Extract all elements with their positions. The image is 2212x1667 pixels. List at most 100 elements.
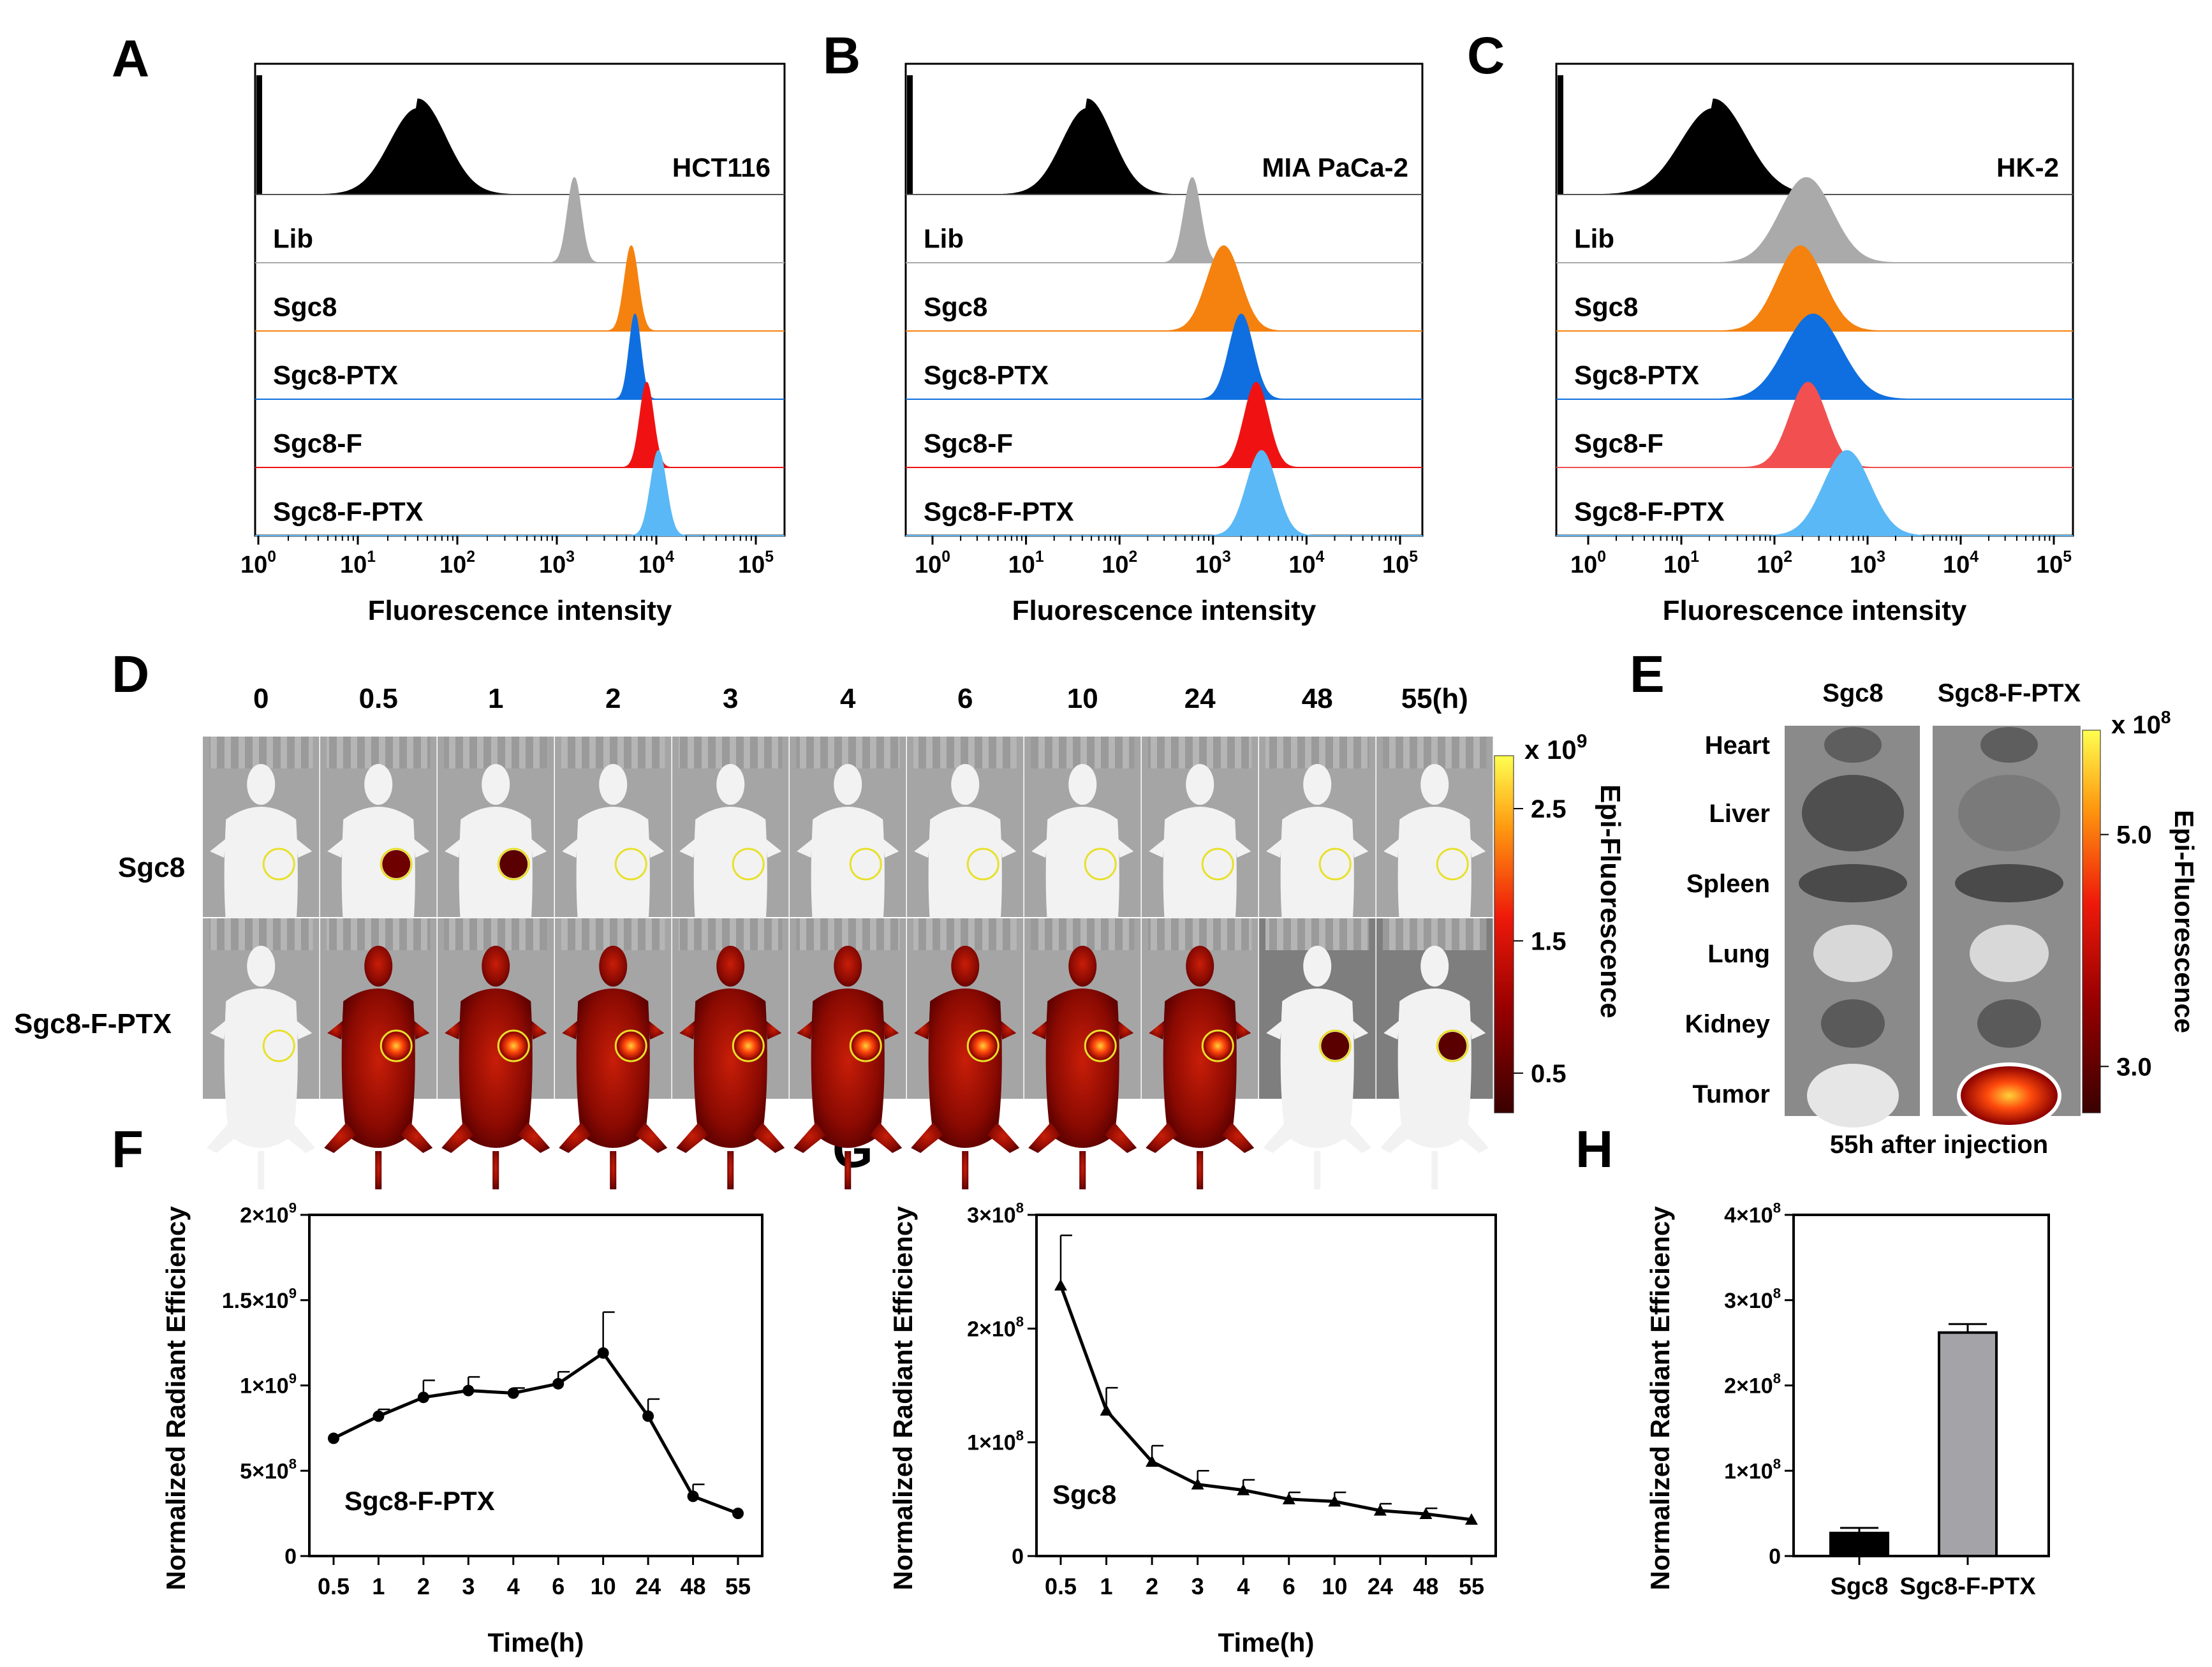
mouse-sgc8-f-ptx-48 xyxy=(1263,946,1372,1189)
x-tick-label-0: 100 xyxy=(1570,548,1606,578)
mouse-head xyxy=(1186,946,1214,987)
tumor-roi-circle xyxy=(614,1029,647,1062)
y-tick-label-1: 1×108 xyxy=(967,1427,1024,1455)
mouse-sgc8-f-ptx-6 xyxy=(911,946,1020,1189)
mouse-arm xyxy=(413,839,430,858)
x-axis-label: Fluorescence intensity xyxy=(1012,595,1316,626)
x-tick-label-3: 3 xyxy=(462,1573,475,1599)
y-tick-label-0: 0 xyxy=(1012,1545,1024,1569)
mouse-arm xyxy=(1117,839,1134,858)
organ-label-lung: Lung xyxy=(1707,940,1770,968)
x-tick-label-4: 4 xyxy=(1237,1573,1250,1599)
mouse-sgc8-f-ptx-0-5 xyxy=(324,946,433,1189)
organ-col-sgc8: Sgc8 xyxy=(1822,679,1884,707)
mouse-head xyxy=(834,764,862,805)
colorbar-e-tick-label: 3.0 xyxy=(2116,1053,2152,1081)
panel-letter-H: H xyxy=(1575,1120,1613,1179)
tumor-roi-circle xyxy=(966,1029,999,1062)
mouse-tail xyxy=(962,1151,969,1189)
colorbar-e-gradient xyxy=(2082,730,2101,1113)
imaging-tile-grid xyxy=(1383,918,1487,950)
panel-letter-E: E xyxy=(1630,645,1665,703)
histogram-peak-control xyxy=(306,98,530,195)
histogram-label-sgc8-ptx: Sgc8-PTX xyxy=(924,360,1049,390)
mouse-leg xyxy=(635,1122,668,1153)
tumor-signal xyxy=(1204,1032,1232,1060)
mouse-body xyxy=(459,988,533,1148)
timepoint-48: 48 xyxy=(1302,683,1333,714)
mouse-arm xyxy=(531,839,547,858)
mouse-arm xyxy=(1352,1020,1369,1039)
mouse-arm xyxy=(296,839,313,858)
x-tick-label-2: 2 xyxy=(1146,1573,1158,1599)
histogram-label-lib: Lib xyxy=(1574,223,1614,253)
x-tick-label-5: 105 xyxy=(2036,548,2072,578)
data-point-48 xyxy=(687,1490,699,1502)
tumor-signal xyxy=(969,1032,998,1060)
x-tick-label-3: 3 xyxy=(1191,1573,1204,1599)
imaging-tile-grid xyxy=(1031,918,1135,950)
x-tick-label-55: 55 xyxy=(725,1573,751,1599)
histogram-label-sgc8-f: Sgc8-F xyxy=(924,428,1013,458)
mouse-body xyxy=(693,988,767,1148)
data-point-3 xyxy=(462,1384,475,1397)
series-line xyxy=(332,1351,739,1515)
x-tick-label-2: 102 xyxy=(1102,548,1137,578)
histogram-label-sgc8-f-ptx: Sgc8-F-PTX xyxy=(1574,496,1725,526)
x-tick-label-24: 24 xyxy=(1368,1573,1393,1599)
mouse-tail xyxy=(1197,1151,1204,1189)
histogram-label-sgc8-f: Sgc8-F xyxy=(1574,428,1663,458)
mouse-head xyxy=(1068,946,1097,987)
data-point-0-5 xyxy=(1054,1279,1067,1291)
organ-lung-sgc8-f-ptx xyxy=(1970,925,2049,982)
mouse-sgc8-f-ptx-1 xyxy=(441,946,550,1189)
imaging-tile-grid xyxy=(561,918,665,950)
organ-col-sgc8-f-ptx: Sgc8-F-PTX xyxy=(1938,679,2081,707)
colorbar-d-label: Epi-Fluorescence xyxy=(1595,784,1626,1018)
data-point-24 xyxy=(1373,1504,1387,1516)
mouse-tail xyxy=(610,1151,617,1189)
bar-sgc8 xyxy=(1829,1531,1889,1557)
imaging-tile-grid xyxy=(796,918,900,950)
imaging-tile-grid xyxy=(796,737,900,768)
tumor-roi-circle xyxy=(1201,1029,1234,1062)
tumor-roi-circle xyxy=(262,848,295,881)
mouse-body xyxy=(1045,988,1119,1148)
mouse-leg xyxy=(283,1122,316,1153)
x-tick-label-3: 103 xyxy=(539,548,575,578)
mouse-arm xyxy=(210,1020,226,1039)
mouse-head xyxy=(247,764,276,805)
mouse-leg xyxy=(1339,1122,1372,1153)
organ-heart-sgc8 xyxy=(1824,727,1882,763)
mouse-arm xyxy=(679,839,696,858)
imaging-tile-grid xyxy=(913,737,1017,768)
x-tick-label-1: 1 xyxy=(372,1573,385,1599)
tumor-signal xyxy=(852,1032,880,1060)
x-tick-label-10: 10 xyxy=(591,1573,616,1599)
organ-label-heart: Heart xyxy=(1705,731,1770,760)
imaging-tile-grid xyxy=(444,918,548,950)
y-tick-label-0: 0 xyxy=(1769,1545,1781,1569)
mouse-leg xyxy=(401,1122,433,1153)
mouse-tail xyxy=(258,1151,265,1189)
data-point-4 xyxy=(1237,1483,1250,1495)
organ-spleen-sgc8-f-ptx xyxy=(1955,864,2063,902)
mouse-arm xyxy=(1000,839,1017,858)
data-point-10 xyxy=(597,1347,609,1359)
colorbar-e-label: Epi-Fluorescence xyxy=(2169,810,2199,1033)
mouse-sgc8-f-ptx-24 xyxy=(1146,946,1255,1189)
histogram-peak-sgc8-f-ptx xyxy=(1753,450,1940,536)
imaging-panel-e: Sgc8 Sgc8-F-PTX Heart Liver Spleen Lung Kidn… xyxy=(1685,679,2199,1159)
y-axis-label: Normalized Radiant Efficiency xyxy=(161,1206,191,1590)
colorbar-d-gradient xyxy=(1494,755,1514,1113)
mouse-body xyxy=(341,988,415,1148)
mouse-leg xyxy=(1105,1122,1137,1153)
tumor-signal xyxy=(382,1032,411,1060)
tumor-roi-circle xyxy=(1201,848,1234,881)
x-tick-label-10: 10 xyxy=(1322,1573,1347,1599)
mouse-body xyxy=(811,988,885,1148)
mouse-head xyxy=(1420,946,1449,987)
mouse-leg xyxy=(441,1122,474,1153)
mouse-arm xyxy=(1383,839,1400,858)
y-tick-label-2: 1×109 xyxy=(240,1370,297,1398)
